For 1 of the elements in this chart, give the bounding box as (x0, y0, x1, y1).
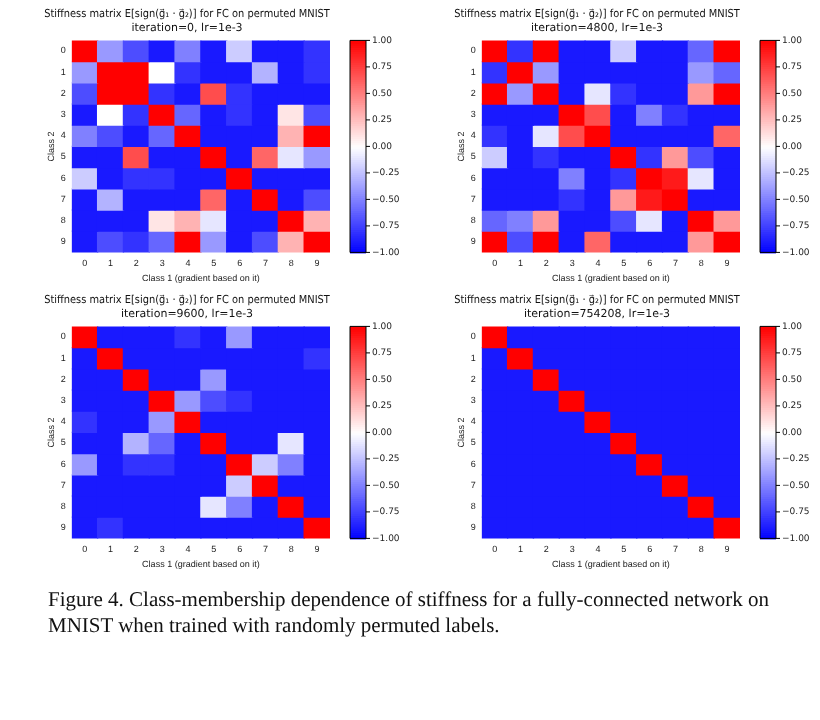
caption: Figure 4. Class-membership dependence of stiffness for a fully-connected network on MNIST when trained with randomly permuted labels. (48, 588, 771, 640)
